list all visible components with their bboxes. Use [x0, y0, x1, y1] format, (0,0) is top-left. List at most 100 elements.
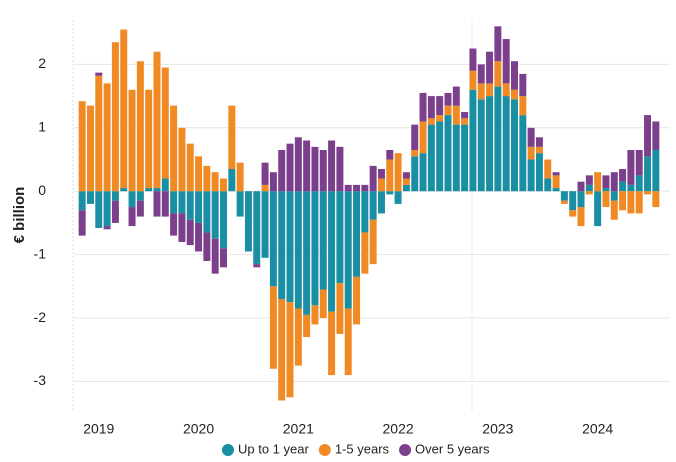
- bar: [170, 105, 178, 192]
- bar: [477, 64, 485, 84]
- bar: [269, 191, 277, 287]
- bar: [103, 83, 111, 192]
- bar: [111, 200, 119, 223]
- bar: [303, 191, 311, 315]
- bar: [461, 118, 469, 125]
- bar: [436, 96, 444, 116]
- bar: [535, 153, 543, 192]
- bar: [635, 191, 643, 214]
- bar: [228, 169, 236, 192]
- bar: [602, 191, 610, 208]
- bar: [377, 178, 385, 192]
- bar: [178, 191, 186, 214]
- bar: [278, 191, 286, 300]
- legend-swatch: [399, 444, 412, 456]
- bar: [552, 175, 560, 189]
- bar: [610, 191, 618, 201]
- bar: [294, 308, 302, 366]
- bar: [619, 181, 627, 192]
- x-tick-label: 2019: [83, 421, 114, 437]
- bar: [535, 137, 543, 147]
- bar: [402, 184, 410, 192]
- bar: [436, 115, 444, 122]
- bar: [269, 172, 277, 192]
- bar: [436, 121, 444, 192]
- bar: [286, 143, 294, 192]
- bar: [170, 191, 178, 214]
- bar: [294, 137, 302, 192]
- bar: [644, 115, 652, 157]
- bar: [236, 191, 244, 217]
- bar: [319, 150, 327, 192]
- legend-label: 1-5 years: [335, 441, 390, 456]
- bar: [560, 200, 568, 204]
- y-tick-label: 0: [38, 182, 46, 198]
- bar: [444, 115, 452, 192]
- bar: [394, 153, 402, 192]
- bar: [161, 191, 169, 217]
- bar: [577, 207, 585, 227]
- bar: [419, 153, 427, 192]
- bar: [186, 219, 194, 246]
- bar: [170, 213, 178, 236]
- bar: [95, 72, 103, 76]
- bar: [95, 191, 103, 228]
- legend-swatch: [222, 444, 234, 456]
- bar: [278, 299, 286, 401]
- bar: [336, 146, 344, 192]
- bar: [610, 172, 618, 192]
- bar: [594, 191, 602, 227]
- bar: [585, 175, 593, 185]
- bar: [652, 121, 660, 150]
- bar: [328, 140, 336, 192]
- bar: [261, 184, 269, 192]
- bar: [427, 96, 435, 119]
- bar: [369, 219, 377, 265]
- bar: [111, 42, 119, 192]
- bar: [494, 26, 502, 62]
- bar: [344, 191, 352, 309]
- bar: [328, 311, 336, 376]
- bar: [195, 191, 203, 223]
- bar: [652, 191, 660, 208]
- bar: [244, 191, 252, 252]
- bar: [444, 105, 452, 116]
- legend-label: Up to 1 year: [238, 441, 309, 456]
- bar: [353, 191, 361, 277]
- bar: [253, 264, 261, 268]
- bar: [145, 89, 153, 189]
- bar: [120, 29, 128, 189]
- bar: [477, 83, 485, 100]
- bar: [361, 232, 369, 274]
- bar: [128, 207, 136, 227]
- bar: [103, 226, 111, 230]
- y-tick-label: 2: [38, 55, 46, 71]
- bar: [261, 191, 269, 258]
- x-tick-label: 2020: [183, 421, 214, 437]
- bar: [486, 51, 494, 84]
- bar: [161, 67, 169, 179]
- bar: [627, 150, 635, 185]
- legend-label: Over 5 years: [415, 441, 490, 456]
- bar: [402, 178, 410, 185]
- bar: [469, 89, 477, 192]
- bar: [145, 188, 153, 192]
- bar: [103, 191, 111, 227]
- bar: [552, 188, 560, 192]
- bar: [120, 188, 128, 192]
- bar: [78, 210, 86, 236]
- bar: [136, 191, 144, 201]
- bar: [511, 99, 518, 192]
- bar: [136, 61, 144, 192]
- bar: [220, 191, 227, 249]
- bar: [386, 159, 394, 192]
- bar: [278, 150, 286, 192]
- bar: [394, 191, 402, 204]
- bar: [128, 191, 136, 208]
- bar: [203, 191, 211, 233]
- bar: [319, 289, 327, 319]
- y-tick-label: -2: [34, 309, 47, 325]
- bar: [610, 200, 618, 220]
- bar: [486, 96, 494, 192]
- bar: [602, 188, 610, 192]
